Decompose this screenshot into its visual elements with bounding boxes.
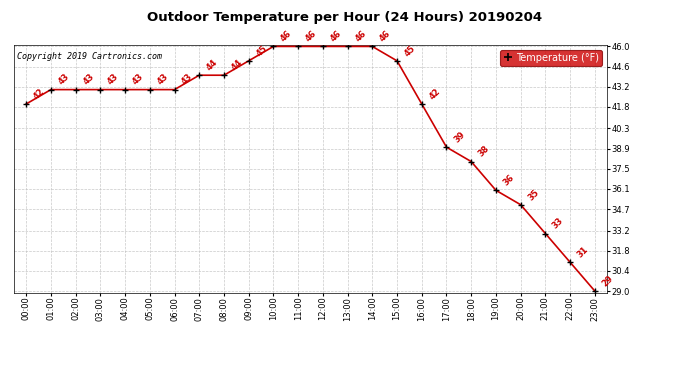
- Text: 46: 46: [279, 29, 294, 44]
- Text: 45: 45: [402, 44, 417, 58]
- Text: 43: 43: [106, 72, 121, 87]
- Text: 36: 36: [502, 173, 516, 188]
- Text: 43: 43: [180, 72, 195, 87]
- Text: 39: 39: [452, 130, 466, 144]
- Text: 46: 46: [353, 29, 368, 44]
- Text: 43: 43: [155, 72, 170, 87]
- Text: 46: 46: [304, 29, 318, 44]
- Text: Outdoor Temperature per Hour (24 Hours) 20190204: Outdoor Temperature per Hour (24 Hours) …: [148, 11, 542, 24]
- Text: 43: 43: [57, 72, 71, 87]
- Text: 45: 45: [254, 44, 269, 58]
- Text: 29: 29: [600, 274, 615, 288]
- Text: 42: 42: [427, 87, 442, 101]
- Text: 31: 31: [575, 245, 590, 260]
- Text: 43: 43: [130, 72, 145, 87]
- Legend: Temperature (°F): Temperature (°F): [500, 50, 602, 66]
- Text: Copyright 2019 Cartronics.com: Copyright 2019 Cartronics.com: [17, 53, 161, 62]
- Text: 44: 44: [230, 58, 244, 72]
- Text: 35: 35: [526, 188, 541, 202]
- Text: 46: 46: [328, 29, 343, 44]
- Text: 43: 43: [81, 72, 96, 87]
- Text: 38: 38: [477, 144, 491, 159]
- Text: 44: 44: [205, 58, 219, 72]
- Text: 33: 33: [551, 216, 565, 231]
- Text: 42: 42: [32, 87, 46, 101]
- Text: 46: 46: [378, 29, 393, 44]
